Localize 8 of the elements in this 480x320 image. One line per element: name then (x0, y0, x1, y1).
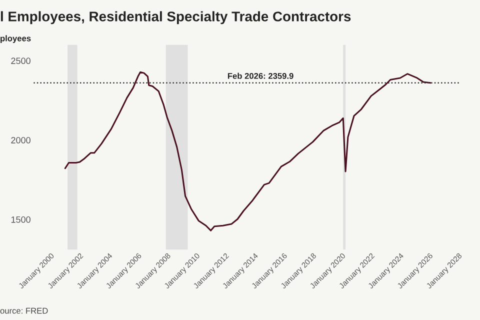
y-tick-label: 2000 (11, 137, 30, 144)
ref-line-label: Feb 2026: 2359.9 (228, 72, 294, 79)
y-tick-label: 2500 (11, 58, 30, 64)
text: ource: FRED (0, 308, 48, 314)
y-tick-label: 1500 (11, 216, 30, 223)
y-axis-title: ployees (0, 35, 31, 43)
chart-title: l Employees, Residential Specialty Trade Contractors (0, 11, 351, 24)
line-series (64, 71, 432, 232)
